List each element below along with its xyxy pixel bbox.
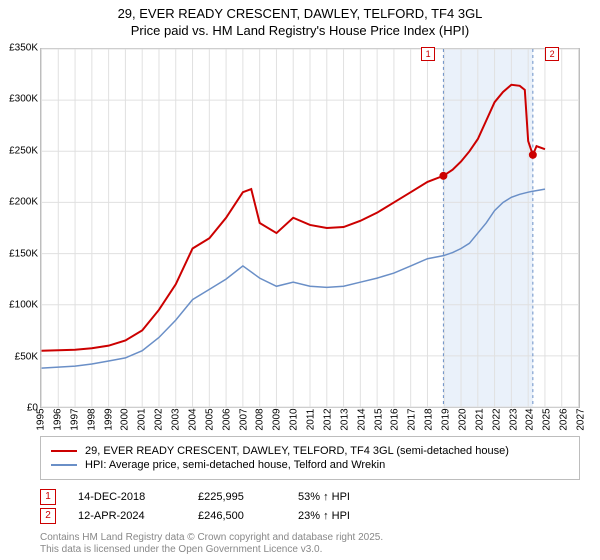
x-tick-label: 2001 [137,408,148,430]
sale-marker-number: 1 [40,489,56,505]
x-tick-label: 2015 [373,408,384,430]
x-tick-label: 2000 [120,408,131,430]
x-tick-label: 2017 [407,408,418,430]
x-tick-label: 2011 [306,409,317,431]
sale-marker-price: £246,500 [198,510,298,522]
x-tick-label: 2014 [356,408,367,430]
x-tick-label: 2025 [542,408,553,430]
x-tick-label: 1998 [86,408,97,430]
x-tick-label: 2006 [221,408,232,430]
y-tick-label: £0 [0,403,38,414]
chart-title: 29, EVER READY CRESCENT, DAWLEY, TELFORD… [0,0,600,40]
legend: 29, EVER READY CRESCENT, DAWLEY, TELFORD… [40,436,580,480]
x-tick-label: 2022 [491,408,502,430]
legend-label: HPI: Average price, semi-detached house,… [85,459,385,471]
x-tick-label: 2020 [457,408,468,430]
footer-line2: This data is licensed under the Open Gov… [40,544,322,555]
x-tick-label: 2012 [322,408,333,430]
y-tick-label: £250K [0,145,38,156]
legend-label: 29, EVER READY CRESCENT, DAWLEY, TELFORD… [85,445,509,457]
x-tick-label: 2019 [441,408,452,430]
x-tick-label: 2010 [289,408,300,430]
x-tick-label: 2023 [508,408,519,430]
x-tick-label: 2013 [339,408,350,430]
y-tick-label: £350K [0,43,38,54]
x-tick-label: 2007 [238,408,249,430]
chart-svg [41,49,579,407]
sale-marker-date: 12-APR-2024 [78,510,198,522]
sale-marker-delta: 23% ↑ HPI [298,510,398,522]
title-line1: 29, EVER READY CRESCENT, DAWLEY, TELFORD… [118,6,483,21]
x-tick-label: 2024 [525,408,536,430]
sale-markers-table: 1 14-DEC-2018 £225,995 53% ↑ HPI 2 12-APR… [40,486,580,527]
sale-marker-date: 14-DEC-2018 [78,491,198,503]
x-tick-label: 1995 [36,408,47,430]
legend-row: HPI: Average price, semi-detached house,… [51,459,569,471]
sale-marker-delta: 53% ↑ HPI [298,491,398,503]
sale-marker-number: 2 [40,508,56,524]
x-tick-label: 1997 [69,408,80,430]
x-tick-label: 1996 [52,408,63,430]
sale-marker-box: 2 [545,47,559,61]
x-tick-label: 2008 [255,408,266,430]
y-tick-label: £200K [0,197,38,208]
title-line2: Price paid vs. HM Land Registry's House … [131,23,469,38]
footer-line1: Contains HM Land Registry data © Crown c… [40,532,383,543]
x-tick-label: 1999 [103,408,114,430]
y-tick-label: £100K [0,300,38,311]
legend-swatch [51,464,77,466]
x-tick-label: 2003 [171,408,182,430]
sale-marker-box: 1 [421,47,435,61]
y-tick-label: £150K [0,248,38,259]
x-tick-label: 2002 [154,408,165,430]
x-tick-label: 2026 [559,408,570,430]
sale-marker-price: £225,995 [198,491,298,503]
x-tick-label: 2018 [424,408,435,430]
legend-swatch [51,450,77,452]
sale-marker-row: 1 14-DEC-2018 £225,995 53% ↑ HPI [40,489,580,505]
plot-area: 1995199619971998199920002001200220032004… [40,48,580,408]
x-tick-label: 2004 [187,408,198,430]
x-tick-label: 2021 [474,408,485,430]
sale-marker-row: 2 12-APR-2024 £246,500 23% ↑ HPI [40,508,580,524]
x-tick-label: 2005 [204,408,215,430]
chart-container: 29, EVER READY CRESCENT, DAWLEY, TELFORD… [0,0,600,560]
x-tick-label: 2016 [390,408,401,430]
y-tick-label: £300K [0,94,38,105]
y-tick-label: £50K [0,351,38,362]
x-tick-label: 2009 [272,408,283,430]
legend-row: 29, EVER READY CRESCENT, DAWLEY, TELFORD… [51,445,569,457]
x-tick-label: 2027 [576,408,587,430]
attribution: Contains HM Land Registry data © Crown c… [40,532,383,556]
